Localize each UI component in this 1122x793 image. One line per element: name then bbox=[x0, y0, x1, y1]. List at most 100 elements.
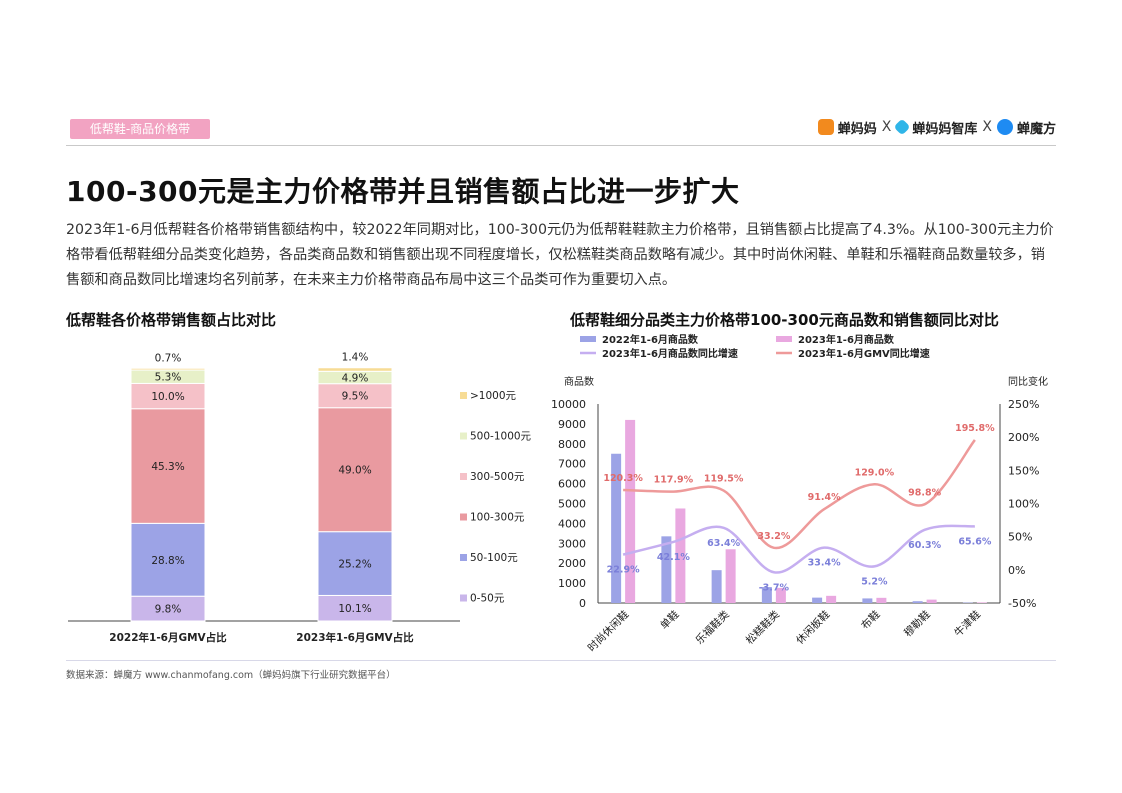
legend-label: 500-1000元 bbox=[470, 431, 532, 443]
chanmofang-logo-icon bbox=[996, 119, 1013, 135]
data-label: 22.9% bbox=[607, 565, 640, 576]
legend-label: 2023年1-6月GMV同比增速 bbox=[798, 347, 930, 360]
y-tick-label-left: 10000 bbox=[551, 398, 586, 411]
legend-label: 0-50元 bbox=[470, 593, 505, 605]
chart2-title: 低帮鞋细分品类主力价格带100-300元商品数和销售额同比对比 bbox=[570, 311, 999, 329]
bar-segment bbox=[130, 522, 206, 597]
legend-swatch bbox=[776, 336, 792, 342]
brand-zhiku: 蝉妈妈智库 bbox=[912, 121, 978, 137]
data-label: 9.5% bbox=[342, 391, 369, 403]
brand-separator: X bbox=[982, 119, 992, 135]
y-tick-label-left: 2000 bbox=[558, 557, 586, 570]
data-label: 195.8% bbox=[955, 423, 995, 434]
data-label: 49.0% bbox=[338, 465, 371, 477]
y-tick-label-right: 150% bbox=[1008, 464, 1039, 477]
legend-label: 300-500元 bbox=[470, 471, 525, 483]
data-label: 45.3% bbox=[151, 461, 184, 473]
y-tick-label-left: 4000 bbox=[558, 517, 586, 530]
x-tick-label: 2023年1-6月GMV占比 bbox=[296, 631, 414, 644]
y-tick-label-left: 5000 bbox=[558, 498, 586, 511]
bar-segment bbox=[317, 531, 393, 596]
y-axis-title-right: 同比变化 bbox=[1008, 375, 1048, 388]
data-label: 91.4% bbox=[808, 492, 841, 503]
bar-segment bbox=[317, 367, 393, 372]
data-label: 120.3% bbox=[603, 473, 643, 484]
legend-label: 2022年1-6月商品数 bbox=[602, 333, 699, 346]
data-label: 0.7% bbox=[155, 352, 182, 364]
data-label: 65.6% bbox=[958, 536, 991, 547]
data-label: 60.3% bbox=[908, 540, 941, 551]
bar bbox=[675, 508, 686, 603]
y-tick-label-left: 8000 bbox=[558, 438, 586, 451]
data-label: 42.1% bbox=[657, 552, 690, 563]
bar-segment bbox=[130, 595, 206, 622]
y-tick-label-right: 200% bbox=[1008, 431, 1039, 444]
x-tick-label: 单鞋 bbox=[657, 608, 681, 632]
bar-segment bbox=[317, 407, 393, 533]
bar-segment bbox=[130, 367, 206, 371]
zhiku-logo-icon bbox=[893, 118, 911, 136]
y-tick-label-right: 0% bbox=[1008, 564, 1025, 577]
legend-swatch bbox=[460, 432, 467, 440]
y-tick-label-left: 3000 bbox=[558, 537, 586, 550]
brand-separator: X bbox=[881, 119, 892, 135]
header-divider bbox=[66, 145, 1056, 146]
legend-swatch bbox=[460, 594, 467, 602]
legend-label: 2023年1-6月商品数同比增速 bbox=[602, 347, 738, 360]
y-axis-title-left: 商品数 bbox=[564, 375, 594, 388]
legend-swatch bbox=[460, 513, 467, 521]
data-label: 9.8% bbox=[155, 604, 182, 616]
y-tick-label-right: 250% bbox=[1008, 398, 1039, 411]
brand-logos: 蝉妈妈 X 蝉妈妈智库 X 蝉魔方 bbox=[817, 116, 1056, 138]
legend-label: >1000元 bbox=[470, 390, 517, 402]
gmv-growth-line bbox=[623, 439, 976, 550]
data-label: 28.8% bbox=[151, 555, 184, 567]
bar bbox=[711, 570, 722, 603]
x-tick-label: 松糕鞋类 bbox=[743, 608, 782, 647]
y-tick-label-right: 100% bbox=[1008, 498, 1039, 511]
legend-swatch bbox=[460, 473, 467, 480]
bar bbox=[976, 602, 987, 603]
data-label: -3.7% bbox=[759, 582, 790, 593]
legend-label: 50-100元 bbox=[470, 552, 518, 564]
bar-segment bbox=[130, 382, 206, 410]
bar bbox=[912, 601, 923, 603]
y-tick-label-right: -50% bbox=[1008, 597, 1036, 610]
x-tick-label: 乐福鞋类 bbox=[693, 608, 732, 647]
bar bbox=[926, 599, 937, 603]
data-label: 119.5% bbox=[704, 474, 744, 485]
x-tick-label: 2022年1-6月GMV占比 bbox=[109, 631, 227, 644]
legend-label: 100-300元 bbox=[470, 512, 525, 524]
y-tick-label-left: 6000 bbox=[558, 478, 586, 491]
bar bbox=[826, 595, 837, 603]
bar bbox=[812, 597, 823, 603]
legend-swatch bbox=[460, 554, 467, 561]
data-label: 1.4% bbox=[342, 352, 369, 364]
x-tick-label: 牛津鞋 bbox=[952, 608, 984, 640]
x-tick-label: 时尚休闲鞋 bbox=[585, 608, 632, 652]
price-band-stacked-chart: 9.8% 28.8% 45.3% 10.0% 5.3% 0.7% 2022年1-6月GMV占… bbox=[68, 352, 532, 644]
bar bbox=[876, 597, 887, 603]
bar bbox=[625, 419, 636, 603]
section-tag: 低帮鞋-商品价格带 bbox=[70, 119, 210, 139]
summary-paragraph: 2023年1-6月低帮鞋各价格带销售额结构中，较2022年同期对比，100-30… bbox=[66, 222, 1054, 288]
y-tick-label-left: 7000 bbox=[558, 458, 586, 471]
bar bbox=[611, 453, 622, 603]
data-label: 4.9% bbox=[342, 372, 369, 384]
bar-segment bbox=[317, 594, 393, 622]
item-growth-line bbox=[622, 524, 975, 574]
bar bbox=[862, 598, 873, 603]
x-tick-label: 布鞋 bbox=[858, 608, 882, 632]
chanmama-logo-icon bbox=[817, 119, 834, 135]
bar-segment bbox=[317, 383, 393, 409]
data-label: 25.2% bbox=[338, 559, 371, 571]
data-label: 5.2% bbox=[861, 576, 888, 587]
legend-swatch bbox=[460, 392, 467, 399]
brand-chanmofang: 蝉魔方 bbox=[1016, 121, 1056, 137]
data-label: 5.3% bbox=[155, 372, 182, 384]
bar bbox=[661, 536, 672, 603]
brand-chanmama: 蝉妈妈 bbox=[837, 121, 877, 137]
data-label: 129.0% bbox=[855, 467, 895, 478]
y-tick-label-right: 50% bbox=[1008, 531, 1032, 544]
y-tick-label-left: 0 bbox=[579, 597, 586, 610]
